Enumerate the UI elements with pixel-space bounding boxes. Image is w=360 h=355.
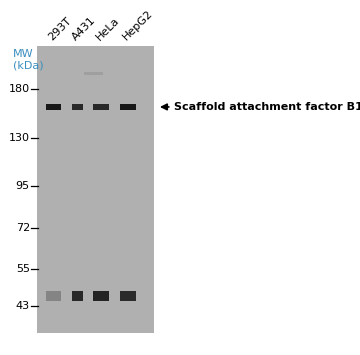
FancyBboxPatch shape (120, 104, 135, 110)
Text: 293T: 293T (46, 15, 73, 42)
FancyBboxPatch shape (72, 104, 83, 110)
Text: 180: 180 (9, 84, 30, 94)
Text: A431: A431 (70, 15, 98, 42)
Text: MW
(kDa): MW (kDa) (13, 49, 44, 71)
FancyBboxPatch shape (120, 291, 135, 301)
Text: Scaffold attachment factor B1: Scaffold attachment factor B1 (174, 102, 360, 112)
FancyBboxPatch shape (72, 291, 83, 301)
Text: 72: 72 (15, 223, 30, 233)
Text: HepG2: HepG2 (121, 8, 155, 42)
Text: 95: 95 (16, 181, 30, 191)
FancyBboxPatch shape (94, 291, 109, 301)
Text: 130: 130 (9, 133, 30, 143)
Text: 55: 55 (16, 264, 30, 274)
Text: 43: 43 (16, 301, 30, 311)
FancyBboxPatch shape (84, 72, 103, 75)
FancyBboxPatch shape (94, 104, 109, 110)
Text: HeLa: HeLa (94, 15, 121, 42)
FancyBboxPatch shape (46, 104, 61, 110)
FancyBboxPatch shape (46, 291, 61, 301)
FancyBboxPatch shape (37, 45, 154, 333)
